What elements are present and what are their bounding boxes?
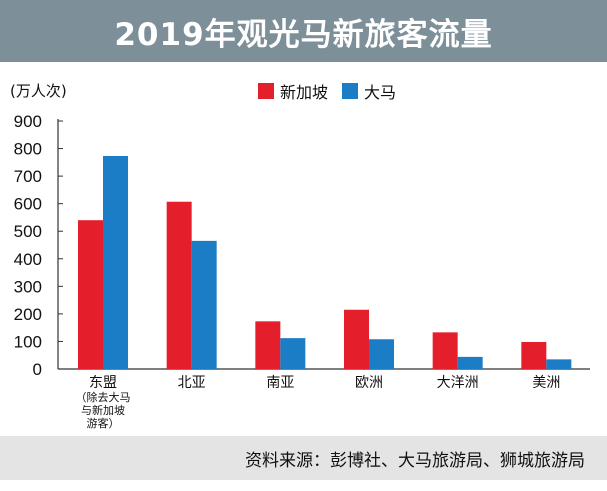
bar-malaysia-5 (546, 359, 572, 369)
y-tick-label: 800 (14, 140, 42, 159)
chart-title: 2019年观光马新旅客流量 (114, 16, 493, 53)
x-category-label: 美洲 (532, 375, 560, 391)
bar-singapore-5 (521, 341, 547, 369)
x-category-note: 与新加坡 (81, 403, 125, 417)
y-tick-label: 100 (14, 332, 42, 351)
bar-singapore-1 (166, 201, 192, 369)
x-category-label: 北亚 (178, 375, 206, 391)
y-tick-label: 500 (14, 222, 42, 241)
x-category-label: 欧洲 (355, 375, 383, 391)
legend-label-singapore: 新加坡 (280, 83, 329, 102)
y-tick-label: 400 (14, 250, 42, 269)
bar-malaysia-1 (191, 240, 217, 369)
bar-malaysia-2 (280, 338, 306, 369)
y-tick-label: 900 (14, 112, 42, 131)
x-category-note: 游客） (87, 416, 120, 430)
y-tick-label: 700 (14, 167, 42, 186)
source-text: 资料来源：彭博社、大马旅游局、狮城旅游局 (245, 450, 585, 471)
x-category-label: 南亚 (266, 375, 294, 391)
y-tick-label: 600 (14, 195, 42, 214)
bar-chart: 0 100 200 300 400 500 600 700 800 900 东盟 北亚 南亚 欧洲 大洋洲 美… (14, 112, 590, 430)
x-category-label: 东盟 (89, 375, 117, 391)
y-tick-label: 300 (14, 277, 42, 296)
x-category-note: （除去大马 (76, 390, 131, 404)
legend-item-malaysia: 大马 (342, 79, 396, 103)
legend-label-malaysia: 大马 (364, 83, 397, 102)
source-bar: 资料来源：彭博社、大马旅游局、狮城旅游局 (0, 436, 607, 480)
legend-swatch-malaysia (342, 83, 359, 99)
y-tick-label: 0 (33, 360, 42, 379)
x-category-label: 大洋洲 (437, 375, 479, 391)
bar-singapore-2 (255, 321, 281, 369)
bar-malaysia-4 (457, 356, 483, 369)
legend-swatch-singapore (258, 83, 274, 99)
y-unit-label: (万人次) (10, 82, 67, 100)
y-tick-label: 200 (14, 305, 42, 324)
title-bar: 2019年观光马新旅客流量 (0, 0, 607, 62)
bar-singapore-3 (344, 309, 369, 369)
bar-malaysia-0 (103, 155, 128, 369)
bar-malaysia-3 (369, 339, 394, 369)
bar-singapore-4 (432, 332, 458, 369)
legend: 新加坡 大马 (258, 79, 410, 103)
legend-item-singapore: 新加坡 (258, 79, 328, 103)
bar-singapore-0 (78, 220, 103, 369)
